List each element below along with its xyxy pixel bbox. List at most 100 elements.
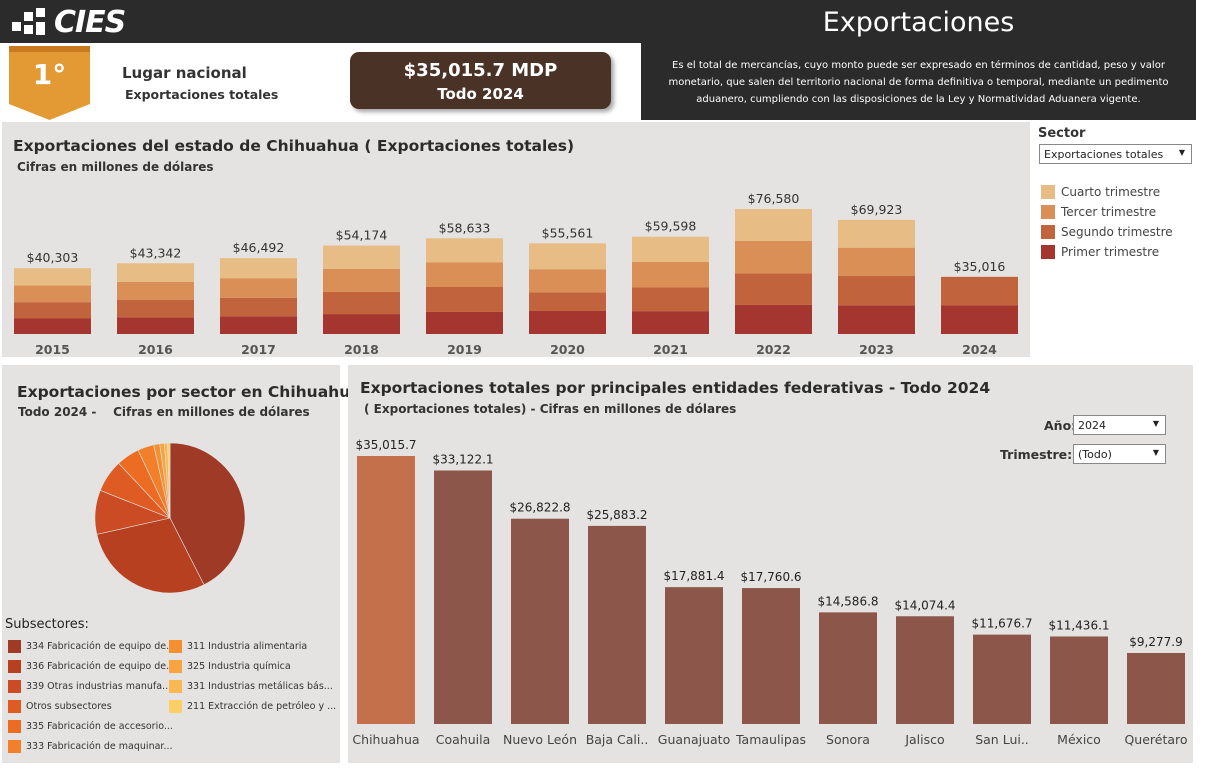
legend-swatch — [1041, 185, 1055, 199]
annual-bar-segment[interactable] — [838, 247, 915, 276]
subsector-legend-item[interactable]: 336 Fabricación de equipo de... — [8, 660, 175, 673]
annual-bar-segment[interactable] — [323, 314, 400, 334]
annual-bar-segment[interactable] — [838, 219, 915, 248]
subsector-legend-item[interactable]: 334 Fabricación de equipo de... — [8, 640, 175, 653]
legend-swatch — [1041, 205, 1055, 219]
annual-bar-segment[interactable] — [117, 281, 194, 300]
state-value-label: $14,586.8 — [817, 594, 878, 608]
year-dropdown[interactable]: 2024 ▼ — [1073, 415, 1166, 435]
annual-bar-segment[interactable] — [941, 276, 1018, 306]
annual-bar-segment[interactable] — [632, 311, 709, 334]
subsector-legend-item[interactable]: 333 Fabricación de maquinar... — [8, 740, 173, 753]
quarter-legend-item[interactable]: Segundo trimestre — [1041, 225, 1173, 239]
legend-swatch — [8, 740, 21, 753]
legend-swatch — [8, 680, 21, 693]
pie-slice[interactable] — [96, 517, 205, 594]
annual-bar-segment[interactable] — [735, 240, 812, 274]
annual-bar-segment[interactable] — [14, 318, 91, 334]
annual-bar-segment[interactable] — [529, 292, 606, 311]
annual-panel-subtitle: Cifras en millones de dólares — [17, 160, 214, 174]
subsector-legend-item[interactable]: 211 Extracción de petróleo y ... — [169, 700, 336, 713]
ranking-badge-icon — [9, 46, 90, 120]
annual-year-label: 2016 — [138, 342, 173, 357]
annual-bar-segment[interactable] — [117, 299, 194, 318]
quarter-dropdown[interactable]: (Todo) ▼ — [1073, 444, 1166, 464]
annual-bar-segment[interactable] — [323, 245, 400, 269]
annual-bar-segment[interactable] — [426, 286, 503, 312]
annual-total-label: $40,303 — [27, 250, 79, 265]
subsector-legend-item[interactable]: Otros subsectores — [8, 700, 112, 713]
annual-total-label: $58,633 — [439, 220, 491, 235]
quarter-legend-item[interactable]: Primer trimestre — [1041, 245, 1159, 259]
annual-bar-segment[interactable] — [735, 273, 812, 305]
annual-total-label: $69,923 — [851, 202, 903, 217]
annual-bar-segment[interactable] — [14, 268, 91, 286]
legend-label: 336 Fabricación de equipo de... — [26, 661, 176, 672]
state-bar[interactable] — [896, 616, 954, 724]
year-dropdown-value: 2024 — [1078, 419, 1106, 432]
state-bar[interactable] — [434, 470, 492, 724]
annual-bar-segment[interactable] — [323, 268, 400, 292]
state-bar[interactable] — [1127, 652, 1185, 724]
state-category-label: Nuevo León — [503, 732, 577, 747]
annual-year-label: 2021 — [653, 342, 688, 357]
state-bar[interactable] — [588, 525, 646, 724]
annual-bar-segment[interactable] — [529, 243, 606, 270]
annual-bar-segment[interactable] — [941, 305, 1018, 334]
quarter-legend-item[interactable]: Cuarto trimestre — [1041, 185, 1160, 199]
state-bar[interactable] — [511, 518, 569, 724]
annual-bar-segment[interactable] — [14, 302, 91, 319]
state-bar[interactable] — [357, 456, 415, 724]
pie-slice[interactable] — [169, 442, 246, 586]
annual-bar-segment[interactable] — [735, 304, 812, 334]
sector-dropdown[interactable]: Exportaciones totales ▼ — [1039, 144, 1192, 164]
annual-bar-segment[interactable] — [220, 278, 297, 298]
pie-slice[interactable] — [167, 442, 171, 519]
annual-bar-segment[interactable] — [632, 236, 709, 263]
subsector-legend-item[interactable]: 339 Otras industrias manufa... — [8, 680, 171, 693]
subsector-legend-item[interactable]: 311 Industria alimentaria — [169, 640, 307, 653]
state-value-label: $11,676.7 — [971, 617, 1032, 631]
state-value-label: $11,436.1 — [1048, 618, 1109, 632]
quarter-legend-item[interactable]: Tercer trimestre — [1041, 205, 1156, 219]
state-bar[interactable] — [665, 587, 723, 724]
state-value-label: $26,822.8 — [509, 501, 570, 515]
annual-bar-segment[interactable] — [323, 291, 400, 315]
annual-bar-segment[interactable] — [838, 275, 915, 306]
annual-bar-segment[interactable] — [529, 269, 606, 293]
state-bar[interactable] — [742, 588, 800, 724]
annual-bar-segment[interactable] — [426, 262, 503, 287]
legend-swatch — [169, 660, 182, 673]
cies-logo: CIES — [12, 5, 126, 40]
annual-bar-segment[interactable] — [117, 263, 194, 282]
state-bar[interactable] — [1050, 636, 1108, 724]
annual-bar-segment[interactable] — [632, 287, 709, 312]
legend-label: Cuarto trimestre — [1061, 185, 1161, 199]
annual-bar-segment[interactable] — [838, 305, 915, 334]
legend-label: 333 Fabricación de maquinar... — [26, 741, 173, 752]
quarter-dropdown-value: (Todo) — [1078, 448, 1112, 461]
annual-bar-segment[interactable] — [426, 311, 503, 334]
legend-label: 335 Fabricación de accesorio... — [26, 721, 173, 732]
subsector-legend-item[interactable]: 325 Industria química — [169, 660, 291, 673]
state-value-label: $17,760.6 — [740, 570, 801, 584]
annual-bar-segment[interactable] — [220, 297, 297, 317]
chevron-down-icon: ▼ — [1152, 448, 1159, 457]
legend-swatch — [169, 700, 182, 713]
annual-bar-segment[interactable] — [14, 285, 91, 303]
subsector-legend-item[interactable]: 335 Fabricación de accesorio... — [8, 720, 173, 733]
legend-label: Segundo trimestre — [1061, 225, 1173, 239]
annual-bar-segment[interactable] — [632, 262, 709, 288]
annual-bar-segment[interactable] — [735, 209, 812, 241]
annual-bar-segment[interactable] — [117, 317, 194, 334]
state-bar[interactable] — [973, 634, 1031, 724]
annual-bar-segment[interactable] — [220, 258, 297, 279]
state-bar[interactable] — [819, 612, 877, 724]
sector-pie-chart — [94, 442, 246, 594]
annual-bar-segment[interactable] — [220, 316, 297, 334]
annual-bar-segment[interactable] — [426, 238, 503, 263]
annual-bar-segment[interactable] — [529, 310, 606, 334]
kpi-card: $35,015.7 MDP Todo 2024 — [350, 52, 611, 109]
legend-label: 211 Extracción de petróleo y ... — [187, 701, 337, 712]
subsector-legend-item[interactable]: 331 Industrias metálicas bás... — [169, 680, 333, 693]
